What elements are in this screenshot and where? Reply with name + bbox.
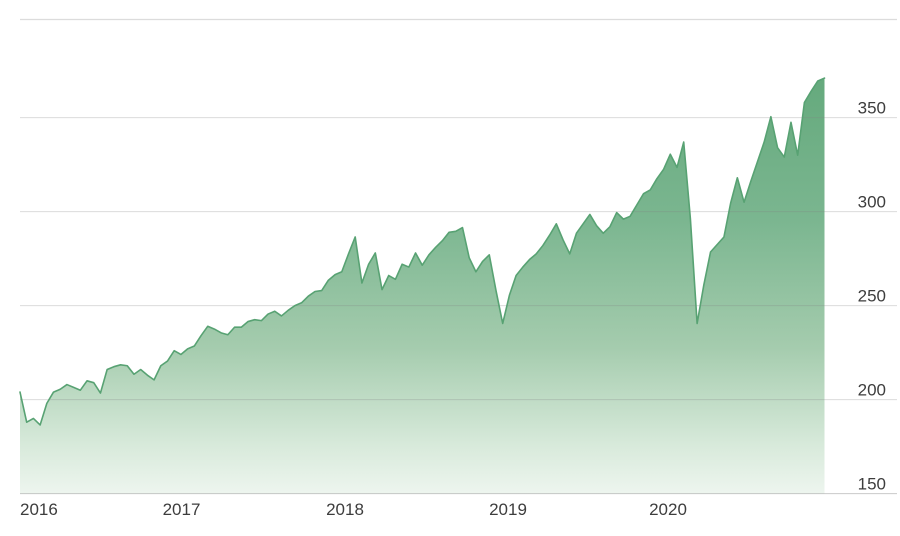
y-tick-label: 350 (858, 99, 886, 118)
y-tick-label: 150 (858, 475, 886, 494)
y-tick-label: 300 (858, 193, 886, 212)
price-area-fill (20, 78, 825, 494)
x-axis-labels: 2016 2017 2018 2019 2020 (20, 500, 687, 519)
x-tick-label: 2018 (326, 500, 364, 519)
x-tick-label: 2017 (163, 500, 201, 519)
y-tick-label: 200 (858, 381, 886, 400)
y-tick-label: 250 (858, 287, 886, 306)
x-tick-label: 2020 (649, 500, 687, 519)
x-tick-label: 2019 (489, 500, 527, 519)
y-axis-labels: 350 300 250 200 150 (858, 99, 886, 494)
price-line (19, 77, 826, 426)
x-tick-label: 2016 (20, 500, 58, 519)
gridlines-group (20, 117, 897, 495)
